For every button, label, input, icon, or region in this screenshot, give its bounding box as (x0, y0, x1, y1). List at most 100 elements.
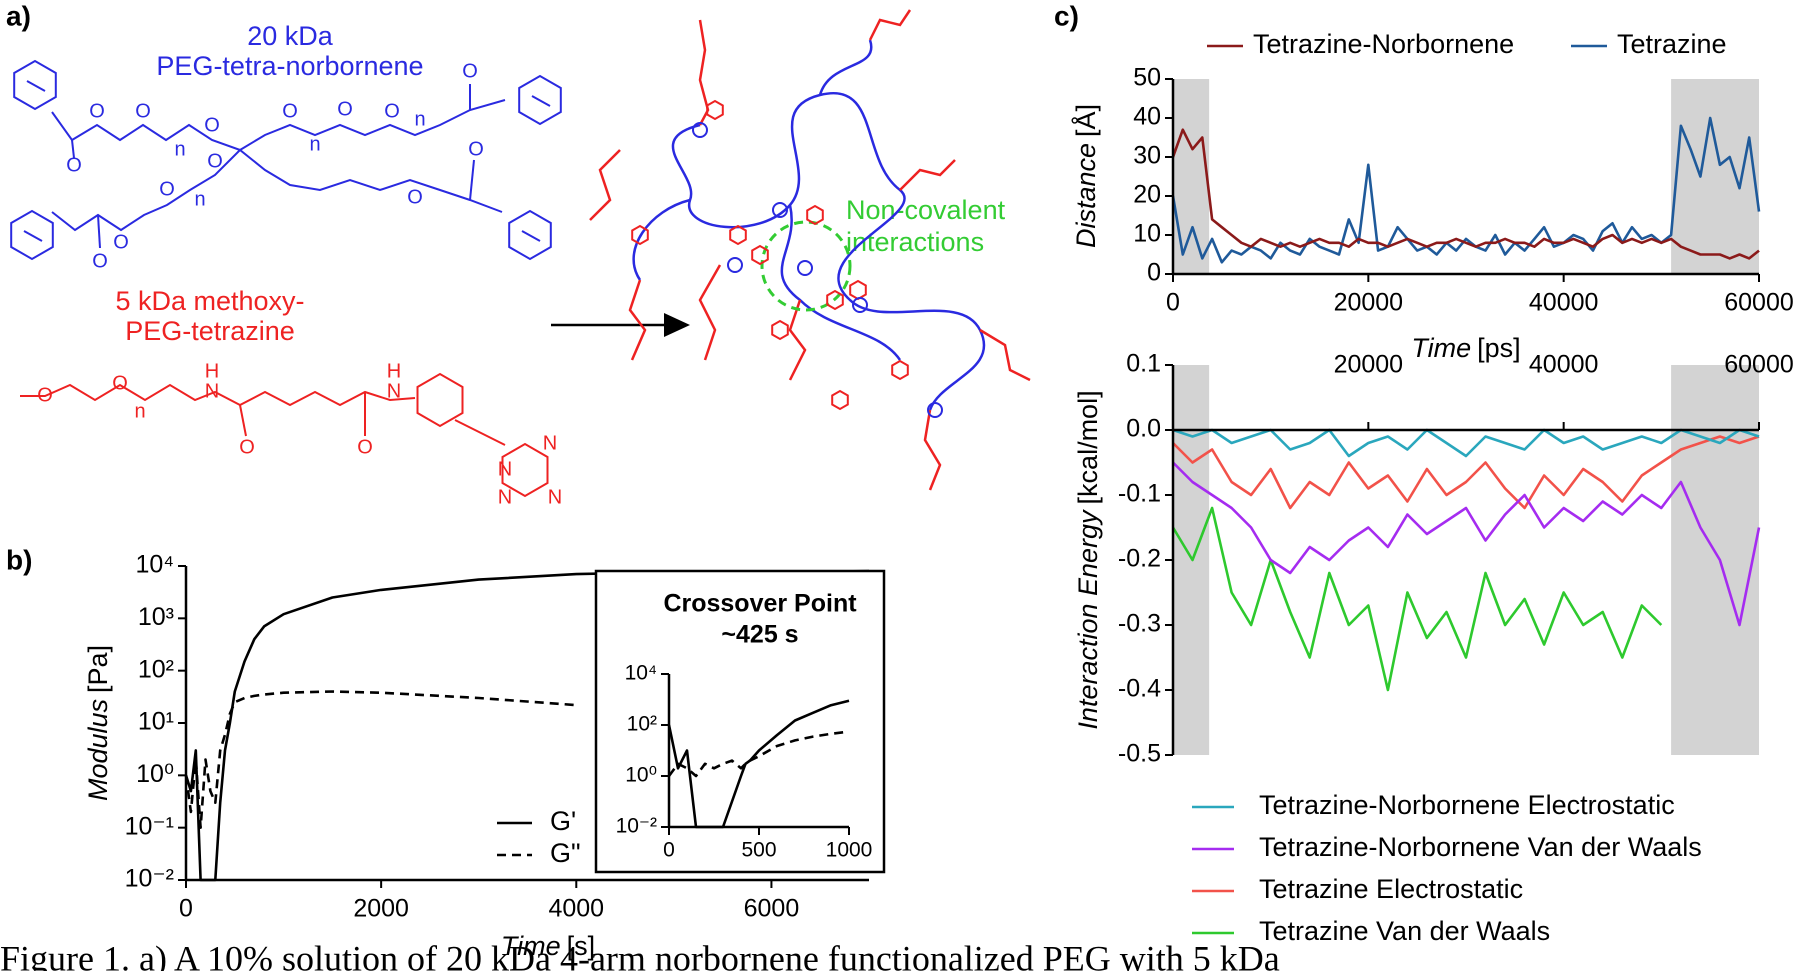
y-tick-label: 0.0 (1126, 415, 1161, 443)
ring (10, 209, 54, 261)
unit (772, 202, 788, 218)
series-line (667, 699, 850, 829)
unit (927, 402, 943, 418)
axis-label: Modulus [Pa] (83, 645, 113, 801)
y-tick-label: 50 (1133, 64, 1161, 92)
y-tick-label: 10 (1133, 220, 1161, 248)
ring-bridge (531, 95, 551, 107)
unit (852, 297, 868, 313)
ring (771, 319, 789, 341)
panel-label: c) (1054, 0, 1079, 31)
ring (416, 372, 464, 428)
x-tick-label: 60000 (1724, 351, 1794, 379)
axis-label-name: Distance (1071, 143, 1101, 248)
ring (13, 59, 57, 111)
ring-bridge (26, 80, 46, 92)
atom-label: O (92, 250, 108, 272)
structure-label: 5 kDa methoxy- (115, 286, 304, 316)
axis-label-unit: [Å] (1070, 104, 1101, 137)
legend-label: G" (550, 838, 581, 868)
ring (751, 244, 769, 266)
shaded-region (1671, 365, 1759, 755)
unit (727, 257, 743, 273)
series-line (1171, 128, 1760, 260)
y-tick-label: 0 (1147, 259, 1161, 287)
series-line (1172, 435, 1760, 510)
x-tick-label: 0 (663, 839, 675, 862)
atom-label: O (113, 231, 129, 253)
atom-label: O (282, 100, 298, 122)
inset-frame (594, 569, 886, 874)
axis-label: Distance [Å] (1070, 104, 1101, 248)
axis-label-name: Time (1411, 333, 1471, 363)
x-tick-label: 60000 (1724, 289, 1794, 317)
y-tick-label: -0.2 (1118, 545, 1161, 573)
ring (891, 359, 909, 381)
y-tick-label: -0.5 (1118, 740, 1161, 768)
x-tick-label: 4000 (548, 895, 604, 923)
atom-label: N (548, 486, 562, 508)
atom-label: O (239, 436, 255, 458)
inset-title: Crossover Point (663, 590, 857, 618)
axis-label-name: Time (501, 931, 561, 961)
y-tick-label: 10² (138, 655, 174, 683)
x-tick-label: 0 (179, 895, 193, 923)
atom-label: N (498, 486, 512, 508)
x-tick-label: 0 (1166, 289, 1180, 317)
x-tick-label: 2000 (353, 895, 409, 923)
atom-label: O (37, 384, 53, 406)
atom-label: O (468, 138, 484, 160)
atom-label: n (414, 108, 425, 130)
atom-label: O (204, 114, 220, 136)
y-tick-label: 10² (627, 713, 657, 736)
atom-label: O (89, 100, 105, 122)
y-tick-label: 10⁰ (625, 764, 657, 787)
series-line (1172, 461, 1761, 627)
inset-background (596, 571, 884, 872)
atom-label: O (462, 60, 478, 82)
ring (706, 99, 724, 121)
atom-label: O (384, 100, 400, 122)
annotation: Non-covalent (846, 195, 1006, 225)
ring (518, 74, 562, 126)
axis-label-unit: [ps] (1477, 333, 1521, 363)
atom-label: O (66, 154, 82, 176)
inset-subtitle: ~425 s (721, 621, 798, 649)
ring (631, 224, 649, 246)
legend-label: Tetrazine Van der Waals (1259, 916, 1550, 946)
ring (501, 442, 549, 498)
series-line (184, 690, 577, 829)
legend-label: Tetrazine (1617, 29, 1727, 59)
unit (797, 260, 813, 276)
x-tick-label: 20000 (1334, 289, 1404, 317)
atom-label: O (207, 150, 223, 172)
series-line (667, 730, 850, 778)
ring (826, 289, 844, 311)
atom-label: n (174, 138, 185, 160)
ring (849, 279, 867, 301)
ring (831, 389, 849, 411)
series-line (1171, 506, 1663, 692)
y-tick-label: 30 (1133, 142, 1161, 170)
caption: Figure 1. a) A 10% solution of 20 kDa 4-… (0, 938, 1280, 971)
atom-label: H (387, 360, 401, 382)
legend-label: Tetrazine-Norbornene (1253, 29, 1514, 59)
ring (508, 209, 552, 261)
y-tick-label: 0.1 (1126, 350, 1161, 378)
ring (806, 204, 824, 226)
legend-label: Tetrazine Electrostatic (1259, 874, 1523, 904)
legend-label: G' (550, 806, 576, 836)
axis-label: Time [ps] (1411, 333, 1520, 363)
y-tick-label: 10⁻² (616, 815, 657, 838)
atom-label: O (135, 100, 151, 122)
legend-label: Tetrazine-Norbornene Van der Waals (1259, 832, 1702, 862)
x-tick-label: 40000 (1529, 351, 1599, 379)
y-tick-label: 10⁻² (125, 865, 174, 893)
x-tick-label: 20000 (1334, 351, 1404, 379)
annotation: interactions (846, 227, 984, 257)
shaded-region (1173, 79, 1210, 274)
structure-label: PEG-tetrazine (125, 316, 295, 346)
x-tick-label: 6000 (744, 895, 800, 923)
arrow (551, 313, 690, 337)
